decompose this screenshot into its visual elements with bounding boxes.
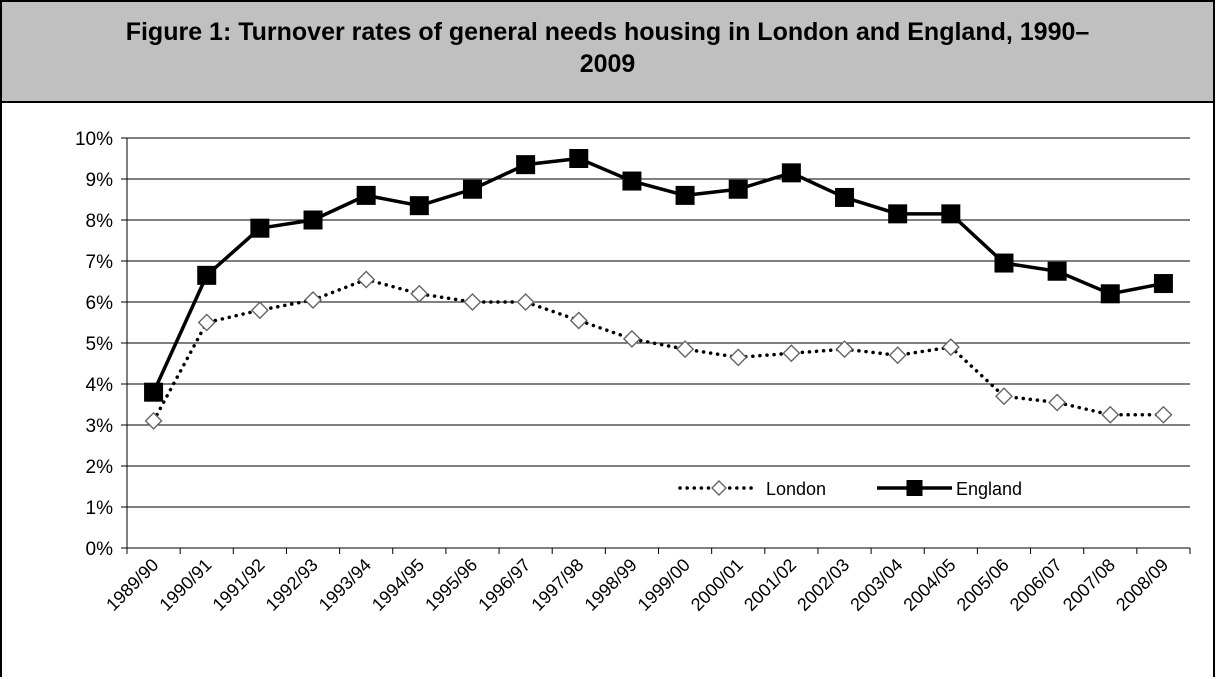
y-tick-label: 9%: [86, 170, 114, 191]
data-point: [569, 149, 589, 168]
legend: London England: [678, 479, 1022, 499]
x-tick-label: 2002/03: [793, 555, 853, 615]
y-tick-label: 1%: [86, 498, 114, 519]
legend-label: England: [956, 479, 1022, 499]
x-tick-label: 2000/01: [687, 555, 747, 615]
data-point: [409, 196, 429, 216]
data-point: [1100, 284, 1120, 304]
x-tick-label: 2005/06: [953, 555, 1013, 615]
data-point: [304, 290, 323, 309]
data-point: [782, 344, 801, 363]
data-point: [835, 340, 854, 359]
data-point: [356, 185, 376, 205]
legend-item-london: London: [678, 479, 826, 499]
data-point: [1154, 405, 1173, 424]
data-point: [144, 411, 163, 430]
data-point: [144, 382, 164, 402]
x-tick-label: 2006/07: [1006, 555, 1066, 615]
data-point: [1048, 393, 1067, 412]
y-tick-label: 10%: [75, 129, 113, 150]
data-point: [888, 346, 907, 365]
data-point: [622, 329, 641, 348]
legend-label: London: [766, 479, 826, 499]
legend-marker: [906, 480, 923, 496]
legend-marker: [711, 480, 727, 496]
legend-item-england: England: [877, 479, 1022, 499]
data-point: [675, 185, 695, 205]
data-point: [941, 204, 961, 224]
data-point: [462, 179, 482, 199]
data-point: [729, 348, 748, 367]
series-line: [151, 156, 1164, 393]
data-point: [1047, 261, 1067, 281]
y-tick-label: 0%: [86, 539, 114, 560]
x-tick-label: 2001/02: [740, 555, 800, 615]
data-point: [569, 311, 588, 330]
x-tick-label: 1991/92: [209, 555, 269, 615]
x-tick-label: 1992/93: [262, 555, 322, 615]
data-point: [622, 171, 642, 191]
data-point: [941, 338, 960, 357]
y-tick-label: 5%: [86, 334, 114, 355]
data-point: [835, 187, 855, 207]
figure-title: Figure 1: Turnover rates of general need…: [125, 17, 1090, 78]
data-point: [410, 284, 429, 303]
x-tick-labels: 1989/901990/911991/921992/931993/941994/…: [102, 555, 1172, 615]
data-point: [197, 313, 216, 332]
y-tick-label: 2%: [86, 457, 114, 478]
series-london: [144, 270, 1173, 430]
x-tick-label: 1990/91: [155, 555, 215, 615]
x-tick-label: 2004/05: [899, 555, 959, 615]
data-point: [888, 204, 908, 224]
data-point: [303, 210, 323, 230]
x-tick-label: 1994/95: [368, 555, 428, 615]
x-tick-label: 2007/08: [1059, 555, 1119, 615]
x-tick-label: 1999/00: [634, 555, 694, 615]
data-point: [516, 293, 535, 311]
data-point: [728, 179, 748, 199]
data-point: [1153, 274, 1173, 294]
x-tick-label: 1996/97: [474, 555, 534, 615]
data-point: [994, 253, 1014, 273]
y-tick-label: 8%: [86, 211, 114, 232]
x-tick-label: 1997/98: [527, 555, 587, 615]
x-tick-label: 1989/90: [102, 555, 162, 615]
y-tick-label: 3%: [86, 416, 114, 437]
data-point: [994, 387, 1013, 406]
x-tick-label: 1995/96: [421, 555, 481, 615]
x-tick-label: 1998/99: [581, 555, 641, 615]
data-point: [676, 340, 695, 359]
title-band: Figure 1: Turnover rates of general need…: [2, 2, 1213, 103]
y-tick-labels: 0% 1% 2% 3% 4% 5% 6% 7% 8% 9% 10%: [75, 129, 113, 560]
data-point: [197, 265, 217, 285]
x-tick-label: 2003/04: [846, 555, 906, 615]
y-tick-label: 6%: [86, 293, 114, 314]
y-tick-label: 4%: [86, 375, 114, 396]
data-point: [357, 270, 376, 289]
series-england: [144, 149, 1173, 402]
series: [144, 149, 1173, 430]
data-point: [516, 155, 536, 175]
data-point: [781, 163, 801, 183]
data-point: [250, 218, 270, 238]
x-tick-label: 2008/09: [1112, 555, 1172, 615]
y-tick-label: 7%: [86, 252, 114, 273]
x-tick-label: 1993/94: [315, 555, 375, 615]
gridlines: [127, 137, 1190, 508]
axes: [121, 137, 1191, 554]
data-point: [463, 293, 482, 311]
data-point: [250, 301, 269, 320]
data-point: [1101, 405, 1120, 424]
